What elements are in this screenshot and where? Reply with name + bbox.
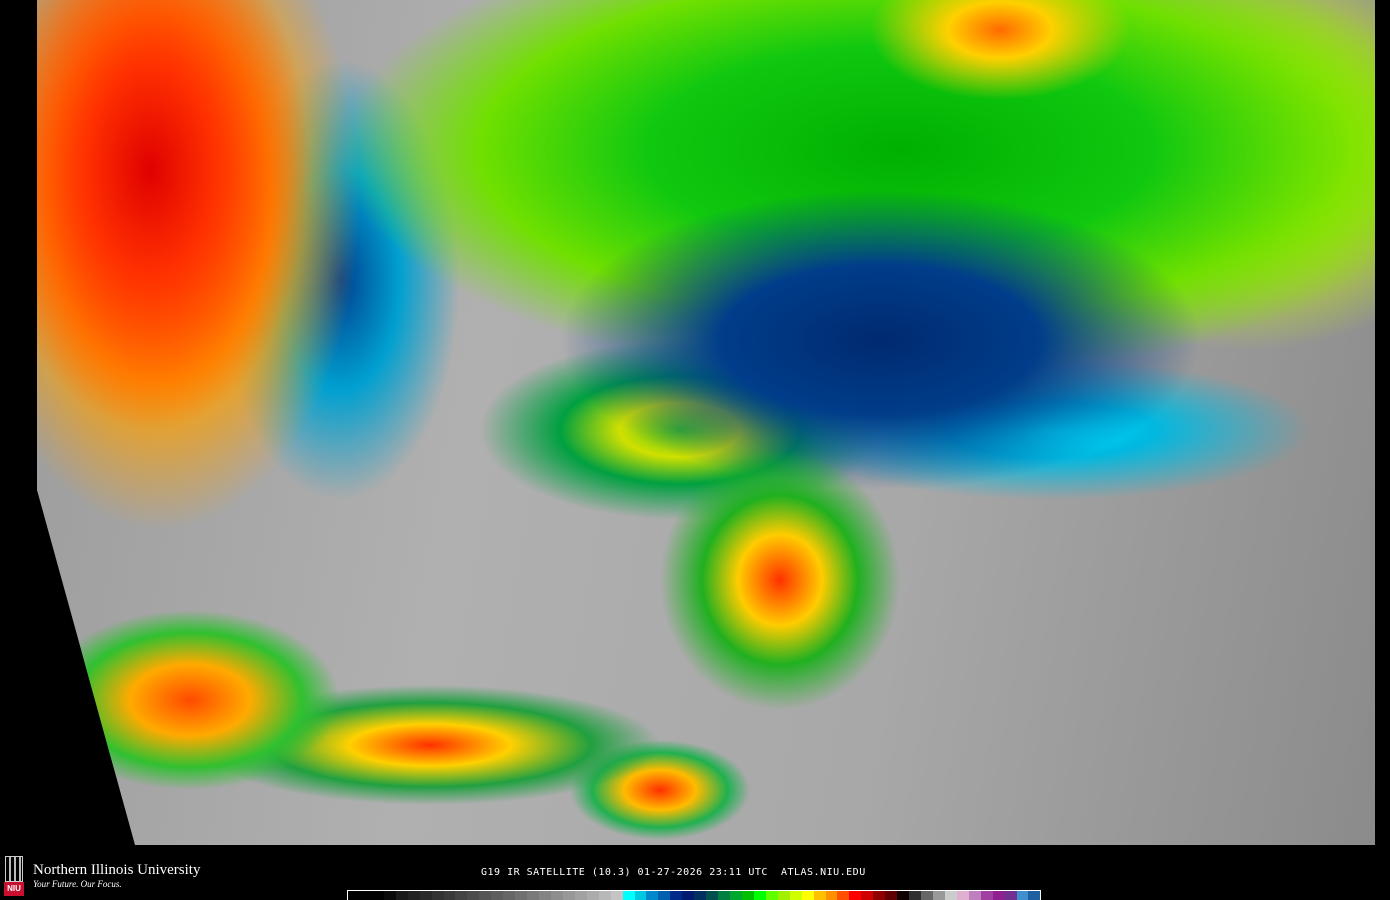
- colorbar-swatch: [944, 891, 957, 900]
- colorbar-swatch: [491, 891, 504, 900]
- colorbar-swatch: [897, 891, 910, 900]
- colorbar-swatch: [825, 891, 838, 900]
- colorbar-swatch: [765, 891, 778, 900]
- colorbar-swatch: [586, 891, 599, 900]
- colorbar-swatch: [348, 891, 360, 900]
- colorbar-swatch: [861, 891, 874, 900]
- colorbar-swatch: [909, 891, 921, 900]
- colorbar-swatch: [598, 891, 611, 900]
- colorbar-swatch: [395, 891, 408, 900]
- colorbar-swatch: [753, 891, 766, 900]
- temperature-colorbar: [347, 890, 1041, 900]
- colorbar-swatch: [574, 891, 587, 900]
- colorbar-swatch: [1004, 891, 1017, 900]
- colorbar-swatch: [359, 891, 372, 900]
- colorbar-swatch: [718, 891, 730, 900]
- colorbar-swatch: [515, 891, 528, 900]
- colorbar-swatch: [801, 891, 814, 900]
- colorbar-swatch: [813, 891, 826, 900]
- colorbar-swatch: [849, 891, 862, 900]
- colorbar-swatch: [646, 891, 659, 900]
- colorbar-swatch: [539, 891, 551, 900]
- colorbar-swatch: [371, 891, 384, 900]
- colorbar-swatch: [479, 891, 492, 900]
- niu-logo: NIU: [2, 856, 26, 896]
- colorbar-swatch: [682, 891, 695, 900]
- colorbar-swatch: [789, 891, 802, 900]
- colorbar-swatch: [455, 891, 468, 900]
- colorbar-swatch: [992, 891, 1005, 900]
- product-title: G19 IR SATELLITE (10.3) 01-27-2026 23:11…: [481, 867, 866, 878]
- colorbar-swatch: [419, 891, 432, 900]
- university-name: Northern Illinois University: [33, 862, 201, 878]
- colorbar-swatch: [634, 891, 647, 900]
- colorbar-swatch: [694, 891, 707, 900]
- satellite-map: [37, 0, 1375, 845]
- colorbar-swatch: [956, 891, 969, 900]
- colorbar-swatch: [503, 891, 516, 900]
- colorbar-swatch: [467, 891, 480, 900]
- colorbar-swatch: [968, 891, 981, 900]
- colorbar-swatch: [550, 891, 563, 900]
- colorbar-swatch: [670, 891, 683, 900]
- colorbar-swatch: [658, 891, 671, 900]
- colorbar-swatch: [730, 891, 742, 900]
- niu-badge: NIU: [4, 882, 24, 896]
- colorbar-swatch: [610, 891, 623, 900]
- colorbar-swatch: [980, 891, 993, 900]
- colorbar-swatch: [777, 891, 790, 900]
- colorbar-swatch: [383, 891, 396, 900]
- colorbar-swatch: [431, 891, 444, 900]
- colorbar-swatch: [562, 891, 575, 900]
- colorbar-swatch: [837, 891, 850, 900]
- colorbar-swatch: [1028, 891, 1041, 900]
- colorbar-swatch: [622, 891, 635, 900]
- university-tagline: Your Future. Our Focus.: [33, 879, 122, 889]
- colorbar-swatch: [1016, 891, 1029, 900]
- tower-icon: [5, 856, 23, 882]
- colorbar-swatch: [527, 891, 539, 900]
- colorbar-swatch: [706, 891, 719, 900]
- colorbar-swatch: [407, 891, 420, 900]
- colorbar-swatch: [885, 891, 898, 900]
- colorbar-swatch: [443, 891, 456, 900]
- colorbar-swatch: [932, 891, 945, 900]
- colorbar-swatch: [873, 891, 886, 900]
- colorbar-swatch: [921, 891, 933, 900]
- colorbar-swatch: [741, 891, 754, 900]
